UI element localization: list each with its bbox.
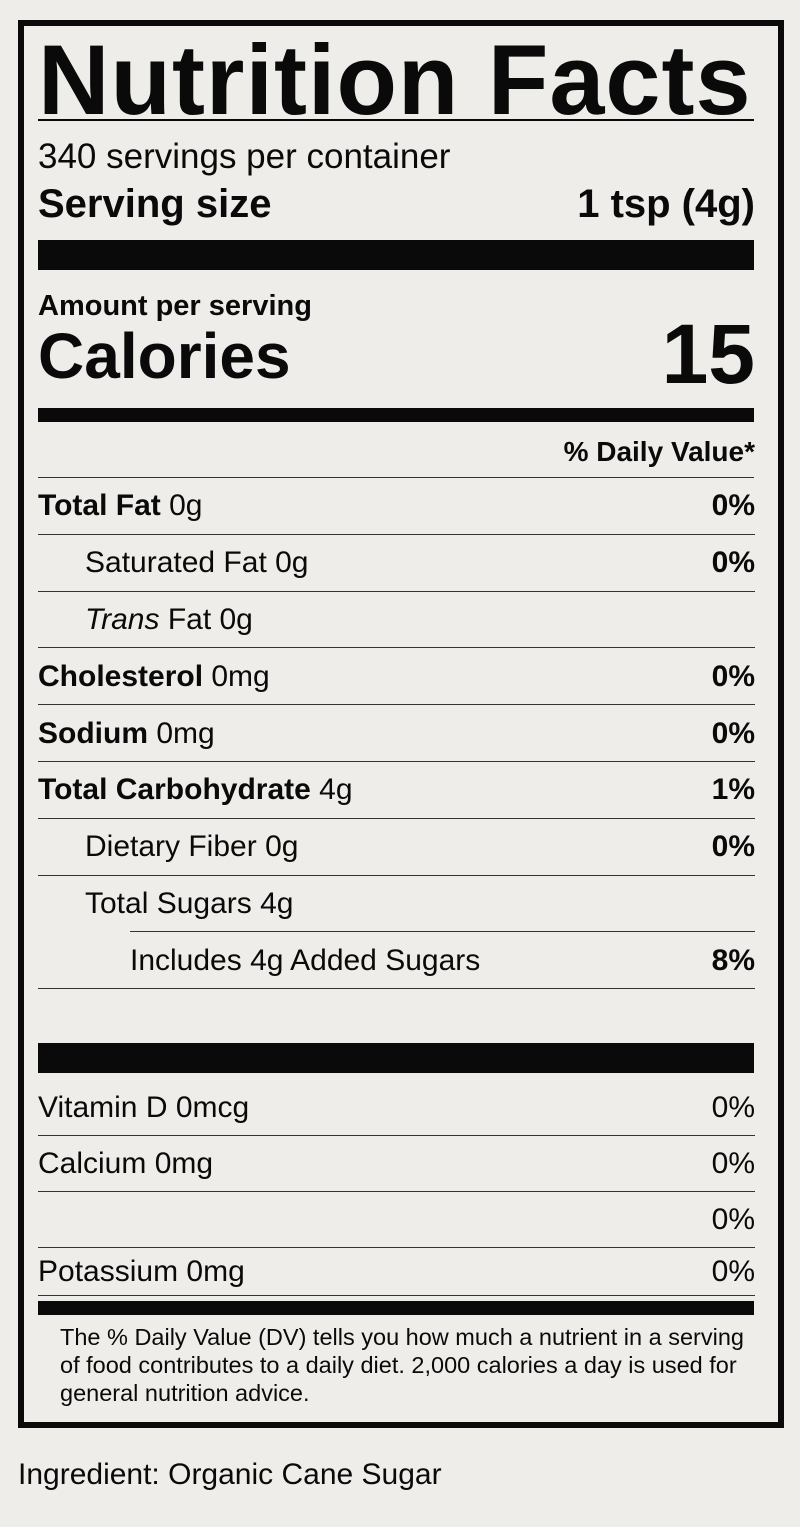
medium-divider: [38, 1301, 754, 1315]
serving-size-value: 1 tsp (4g): [577, 182, 755, 226]
nutrient-dv: 0%: [711, 716, 755, 750]
vitamin-dv: 0%: [711, 1091, 755, 1124]
nutrient-name: Saturated Fat: [85, 546, 267, 580]
divider: [38, 119, 754, 121]
nutrient-dv: 1%: [711, 773, 755, 807]
nutrient-amount: 4g: [319, 773, 353, 807]
ingredients-text: Ingredient: Organic Cane Sugar: [18, 1458, 442, 1491]
nutrient-list: Total Fat 0g 0% Saturated Fat 0g 0% Tran…: [38, 478, 755, 989]
medium-divider: [38, 408, 754, 422]
daily-value-footnote: The % Daily Value (DV) tells you how muc…: [60, 1324, 744, 1406]
nutrition-facts-panel: [18, 20, 784, 1428]
nutrient-row-sodium: Sodium 0mg 0%: [38, 705, 755, 762]
calories-row: Calories 15: [38, 310, 755, 398]
nutrient-amount: 0g: [265, 830, 299, 864]
nutrient-amount: 0g: [275, 546, 309, 580]
nutrient-row-total-sugars: Total Sugars 4g: [38, 876, 755, 933]
nutrient-row-added-sugars: Includes 4g Added Sugars 8%: [38, 932, 755, 989]
calories-value: 15: [661, 307, 755, 401]
vitamin-label: Vitamin D 0mcg: [38, 1091, 250, 1124]
nutrient-amount: 0g: [169, 489, 203, 523]
nutrient-dv: 0%: [711, 659, 755, 693]
nutrient-amount: 4g: [260, 886, 294, 920]
nutrient-dv: 0%: [711, 546, 755, 580]
vitamin-row: Calcium 0mg 0%: [38, 1136, 755, 1192]
nutrient-name: Sodium: [38, 716, 148, 750]
nutrient-name: Total Fat: [38, 489, 161, 523]
calories-label: Calories: [38, 320, 291, 392]
serving-size-label: Serving size: [38, 182, 272, 226]
servings-per-container: 340 servings per container: [38, 137, 451, 176]
vitamin-label: Calcium 0mg: [38, 1147, 214, 1180]
nutrient-name: Trans: [85, 602, 160, 636]
nutrient-row-dietary-fiber: Dietary Fiber 0g 0%: [38, 819, 755, 876]
nutrient-row-saturated-fat: Saturated Fat 0g 0%: [38, 535, 755, 592]
vitamin-dv: 0%: [711, 1203, 755, 1236]
nutrient-name: Includes 4g Added Sugars: [130, 943, 481, 977]
nutrient-amount: 0mg: [156, 716, 215, 750]
vitamin-mineral-list: Vitamin D 0mcg 0% Calcium 0mg 0% 0% Pota…: [38, 1080, 755, 1296]
vitamin-row: 0%: [38, 1192, 755, 1248]
divider: [38, 477, 754, 478]
nutrient-row-total-fat: Total Fat 0g 0%: [38, 478, 755, 535]
vitamin-row: Vitamin D 0mcg 0%: [38, 1080, 755, 1136]
vitamin-row: Potassium 0mg 0%: [38, 1248, 755, 1296]
nutrient-row-trans-fat: Trans Fat 0g: [38, 592, 755, 649]
nutrient-name: Dietary Fiber: [85, 830, 257, 864]
nutrient-name: Cholesterol: [38, 659, 204, 693]
vitamin-label: Potassium 0mg: [38, 1255, 245, 1288]
nutrient-name: Total Sugars: [85, 886, 252, 920]
vitamin-dv: 0%: [711, 1147, 755, 1180]
nutrient-row-total-carbohydrate: Total Carbohydrate 4g 1%: [38, 762, 755, 819]
nutrient-dv: 0%: [711, 489, 755, 523]
serving-size: Serving size 1 tsp (4g): [38, 180, 755, 228]
amount-per-serving: Amount per serving: [38, 290, 312, 322]
nutrient-name: Total Carbohydrate: [38, 773, 311, 807]
nutrient-row-cholesterol: Cholesterol 0mg 0%: [38, 648, 755, 705]
thick-divider: [38, 1043, 754, 1073]
panel-title: Nutrition Facts: [38, 24, 752, 135]
vitamin-dv: 0%: [711, 1255, 755, 1288]
nutrient-amount: 0mg: [211, 659, 270, 693]
nutrient-dv: 8%: [711, 943, 755, 977]
thick-divider: [38, 240, 754, 270]
daily-value-header: % Daily Value*: [563, 436, 755, 467]
nutrient-dv: 0%: [711, 830, 755, 864]
nutrient-amount: Fat 0g: [167, 602, 253, 636]
